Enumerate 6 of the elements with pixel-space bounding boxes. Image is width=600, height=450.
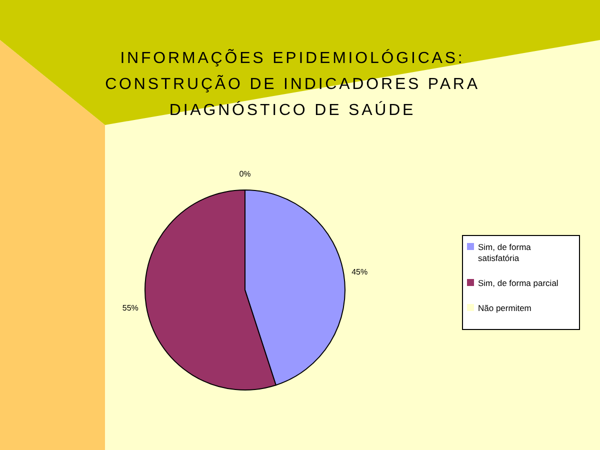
data-label: 45% xyxy=(352,267,368,276)
legend-label: Sim, de forma parcial xyxy=(478,278,558,288)
text: 0% xyxy=(239,170,251,178)
legend-label: Sim, de forma satisfatória xyxy=(478,242,531,263)
legend-label: Não permitem xyxy=(478,303,532,313)
data-label: 55% xyxy=(122,304,138,313)
